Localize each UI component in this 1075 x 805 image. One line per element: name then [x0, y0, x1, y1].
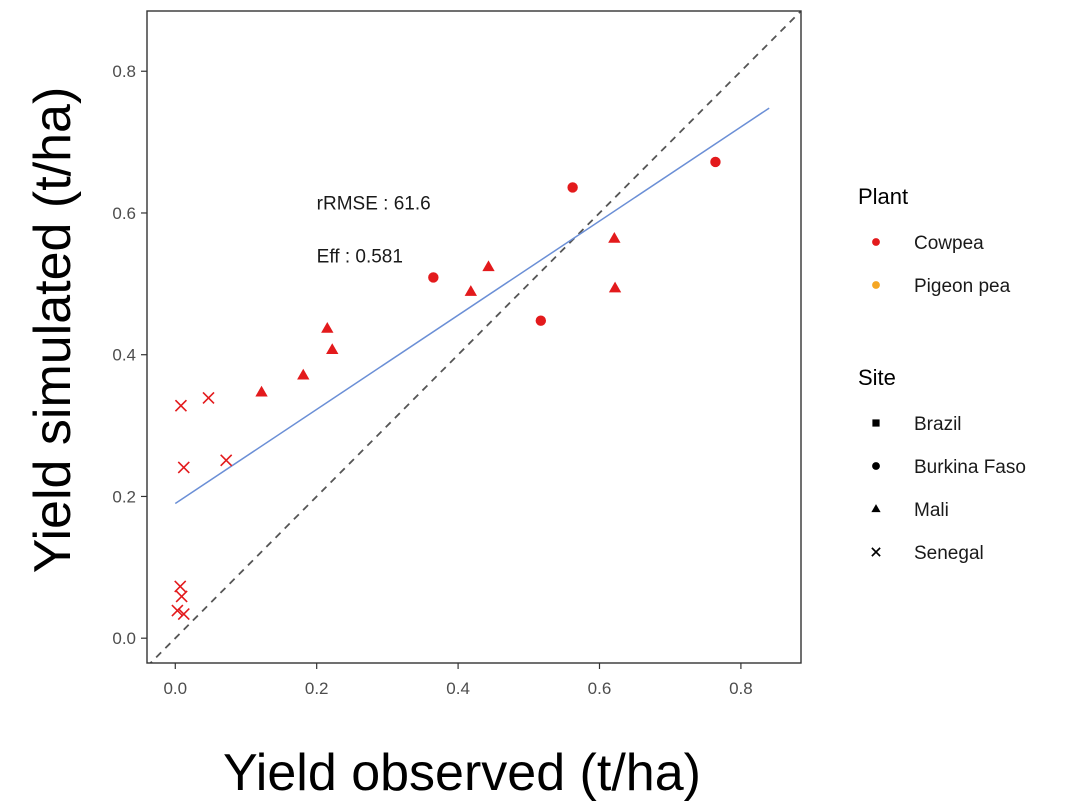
x-tick-label-1: 0.2 — [305, 679, 329, 698]
x-tick-label-3: 0.6 — [588, 679, 612, 698]
legend-plant-title: Plant — [858, 184, 908, 209]
point-mali-6 — [608, 231, 621, 243]
y-tick-label-4: 0.8 — [112, 62, 136, 81]
point-burkina-faso-3 — [710, 156, 721, 168]
annotation-0: rRMSE : 61.6 — [317, 193, 431, 214]
legend-site-label-3: Senegal — [914, 543, 984, 564]
legend-plant-key-0 — [872, 238, 880, 246]
y-tick-label-2: 0.4 — [112, 346, 136, 365]
y-tick-label-3: 0.6 — [112, 204, 136, 223]
point-senegal-5 — [175, 590, 188, 603]
plot-background — [147, 11, 801, 663]
legend-site-label-1: Burkina Faso — [914, 457, 1026, 478]
point-senegal-3 — [220, 454, 233, 467]
point-mali-0 — [255, 385, 268, 397]
y-tick-label-1: 0.2 — [112, 487, 136, 506]
plot-border — [146, 10, 802, 664]
legend-plant-label-1: Pigeon pea — [914, 276, 1011, 297]
point-senegal-1 — [202, 391, 215, 405]
legend-site-key-3 — [871, 547, 881, 557]
legend-site-key-0 — [872, 419, 880, 427]
point-burkina-faso-2 — [567, 182, 578, 193]
legend-site-label-0: Brazil — [914, 414, 962, 435]
reference-line-1to1 — [149, 11, 801, 663]
x-tick-label-2: 0.4 — [446, 679, 470, 698]
legend-site-title: Site — [858, 365, 896, 390]
legend: Plant Cowpea Pigeon pea Site Brazil Burkina F… — [858, 184, 1026, 564]
point-mali-7 — [608, 281, 622, 293]
point-senegal-7 — [177, 608, 190, 621]
legend-site-key-2 — [871, 504, 881, 513]
legend-plant-key-1 — [872, 281, 880, 289]
point-mali-3 — [326, 343, 339, 354]
point-mali-1 — [297, 368, 310, 380]
point-senegal-6 — [171, 604, 184, 617]
axes: 0.0 0.2 0.4 0.6 0.8 0.0 0.2 0.4 0.6 0.8 Yield obse… — [24, 10, 802, 802]
legend-site-label-2: Mali — [914, 500, 949, 521]
point-mali-2 — [321, 321, 334, 333]
point-burkina-faso-0 — [428, 272, 439, 283]
regression-line — [174, 107, 770, 505]
legend-site-key-1 — [872, 462, 880, 470]
point-mali-4 — [464, 285, 477, 296]
point-senegal-4 — [174, 580, 187, 593]
legend-plant-label-0: Cowpea — [914, 233, 984, 254]
y-tick-label-0: 0.0 — [112, 629, 136, 648]
x-tick-label-0: 0.0 — [163, 679, 187, 698]
point-senegal-2 — [177, 461, 190, 474]
y-axis-title: Yield simulated (t/ha) — [24, 87, 82, 574]
point-mali-5 — [482, 260, 495, 272]
x-tick-label-4: 0.8 — [729, 679, 753, 698]
point-senegal-0 — [174, 399, 188, 412]
annotation-1: Eff : 0.581 — [317, 247, 403, 268]
point-burkina-faso-1 — [535, 315, 547, 326]
plot-area: rRMSE : 61.6 Eff : 0.581 — [147, 11, 801, 663]
x-axis-title: Yield observed (t/ha) — [223, 744, 701, 802]
